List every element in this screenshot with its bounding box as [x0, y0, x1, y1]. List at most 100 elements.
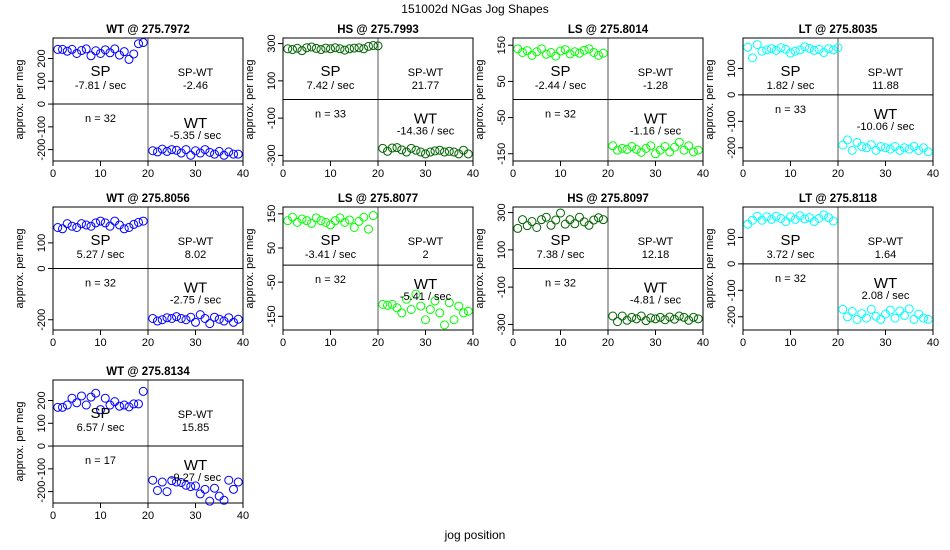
- data-point: [674, 311, 684, 321]
- sp-rate: 5.27 / sec: [77, 249, 125, 261]
- data-point: [58, 402, 67, 412]
- spwt-value: 15.85: [182, 422, 210, 434]
- data-point: [205, 319, 215, 329]
- data-point: [560, 219, 570, 229]
- data-point: [124, 402, 134, 412]
- data-point: [866, 304, 876, 314]
- x-tick-label: 10: [554, 337, 566, 349]
- data-point: [814, 213, 824, 223]
- data-point: [53, 44, 63, 54]
- sp-label: SP: [90, 63, 110, 80]
- data-point: [876, 141, 886, 151]
- data-point: [435, 145, 445, 155]
- data-point: [570, 47, 580, 57]
- data-point: [670, 142, 679, 152]
- data-points: [743, 40, 933, 157]
- data-point: [421, 149, 430, 159]
- data-point: [349, 43, 359, 53]
- data-point: [378, 299, 388, 309]
- data-point: [129, 49, 139, 59]
- data-point: [110, 44, 120, 54]
- data-point: [191, 146, 200, 156]
- x-axis-label: jog position: [444, 528, 506, 542]
- y-tick-label: 100: [36, 234, 48, 252]
- spwt-value: -2.46: [183, 80, 208, 92]
- data-point: [632, 144, 641, 154]
- data-point: [91, 388, 101, 398]
- data-point: [847, 306, 857, 316]
- data-points: [53, 216, 243, 329]
- panel-title: WT @ 275.7972: [106, 24, 189, 36]
- x-tick-label: 10: [94, 168, 106, 180]
- data-point: [532, 47, 542, 57]
- data-point: [219, 150, 229, 160]
- data-point: [105, 221, 115, 231]
- spwt-label: SP-WT: [638, 236, 674, 248]
- data-point: [800, 42, 810, 52]
- x-tick-label: 0: [280, 337, 286, 349]
- panel-7: HS @ 275.8097 0 10 20 30 40 -300 -100 100 300 appr…: [474, 193, 709, 349]
- spwt-value: 11.88: [872, 80, 899, 92]
- data-point: [632, 314, 641, 324]
- panel-title: LT @ 275.8118: [799, 193, 878, 205]
- sp-rate: 7.42 / sec: [307, 80, 355, 92]
- data-point: [283, 44, 293, 54]
- y-tick-label: 50: [266, 242, 278, 254]
- spwt-value: 1.64: [875, 249, 896, 261]
- data-point: [843, 135, 852, 145]
- data-point: [833, 43, 843, 53]
- data-point: [444, 146, 454, 156]
- y-tick-label: 0: [36, 265, 48, 271]
- spwt-label: SP-WT: [178, 409, 214, 421]
- spwt-label: SP-WT: [868, 67, 904, 79]
- data-point: [311, 213, 321, 223]
- data-point: [307, 218, 316, 228]
- data-point: [885, 144, 895, 154]
- sp-rate: 3.72 / sec: [767, 249, 815, 261]
- data-point: [157, 477, 167, 487]
- data-point: [670, 314, 679, 324]
- data-point: [316, 45, 326, 55]
- data-point: [96, 216, 105, 226]
- data-point: [200, 313, 210, 323]
- panel-title: LS @ 275.8014: [568, 24, 649, 36]
- wt-rate: -4.81 / sec: [630, 295, 682, 307]
- data-point: [335, 213, 345, 223]
- y-tick-label: -150: [266, 305, 278, 327]
- data-point: [345, 44, 354, 54]
- data-point: [91, 46, 101, 56]
- wt-rate: -1.16 / sec: [630, 126, 682, 138]
- data-point: [537, 44, 546, 54]
- data-point: [613, 317, 622, 327]
- data-point: [565, 49, 575, 59]
- spwt-label: SP-WT: [178, 67, 214, 79]
- y-tick-label: 150: [266, 205, 278, 223]
- data-point: [857, 141, 867, 151]
- data-point: [757, 46, 767, 56]
- data-points: [743, 210, 933, 324]
- sp-rate: 6.57 / sec: [77, 422, 125, 434]
- y-tick-label: 300: [266, 34, 278, 52]
- data-point: [795, 211, 805, 221]
- data-point: [800, 214, 810, 224]
- data-point: [689, 312, 698, 322]
- data-point: [72, 398, 82, 408]
- data-point: [53, 402, 63, 412]
- data-point: [579, 217, 589, 227]
- y-axis-label: approx. per meg: [704, 59, 716, 139]
- x-tick-label: 0: [280, 168, 286, 180]
- y-tick-label: -200: [36, 139, 48, 161]
- data-point: [67, 393, 77, 403]
- data-point: [224, 475, 234, 485]
- data-point: [416, 301, 426, 311]
- data-point: [387, 299, 397, 309]
- data-point: [172, 477, 181, 487]
- data-point: [330, 216, 340, 226]
- x-tick-label: 20: [142, 337, 154, 349]
- y-tick-label: 50: [496, 75, 508, 87]
- x-tick-label: 30: [419, 168, 431, 180]
- data-point: [674, 137, 684, 147]
- wt-rate: -2.75 / sec: [170, 295, 222, 307]
